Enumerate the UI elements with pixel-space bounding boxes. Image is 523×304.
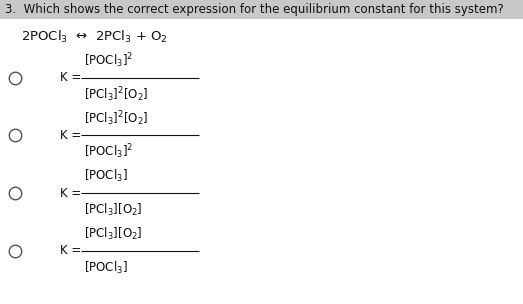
Text: K =: K = xyxy=(60,71,82,84)
Text: [POCl$_3$]$^2$: [POCl$_3$]$^2$ xyxy=(84,143,133,161)
FancyBboxPatch shape xyxy=(0,0,523,19)
Text: 2POCl$_3$  ↔  2PCl$_3$ + O$_2$: 2POCl$_3$ ↔ 2PCl$_3$ + O$_2$ xyxy=(21,29,168,44)
Text: K =: K = xyxy=(60,129,82,142)
Text: [POCl$_3$]$^2$: [POCl$_3$]$^2$ xyxy=(84,51,133,70)
Text: [POCl$_3$]: [POCl$_3$] xyxy=(84,168,128,184)
Text: [PCl$_3$]$^2$[O$_2$]: [PCl$_3$]$^2$[O$_2$] xyxy=(84,85,148,104)
Text: [PCl$_3$][O$_2$]: [PCl$_3$][O$_2$] xyxy=(84,226,142,242)
Text: [PCl$_3$]$^2$[O$_2$]: [PCl$_3$]$^2$[O$_2$] xyxy=(84,109,148,128)
Text: K =: K = xyxy=(60,187,82,199)
Text: K =: K = xyxy=(60,244,82,257)
Text: 3.  Which shows the correct expression for the equilibrium constant for this sys: 3. Which shows the correct expression fo… xyxy=(5,3,504,16)
Text: [PCl$_3$][O$_2$]: [PCl$_3$][O$_2$] xyxy=(84,202,142,218)
Text: [POCl$_3$]: [POCl$_3$] xyxy=(84,260,128,275)
